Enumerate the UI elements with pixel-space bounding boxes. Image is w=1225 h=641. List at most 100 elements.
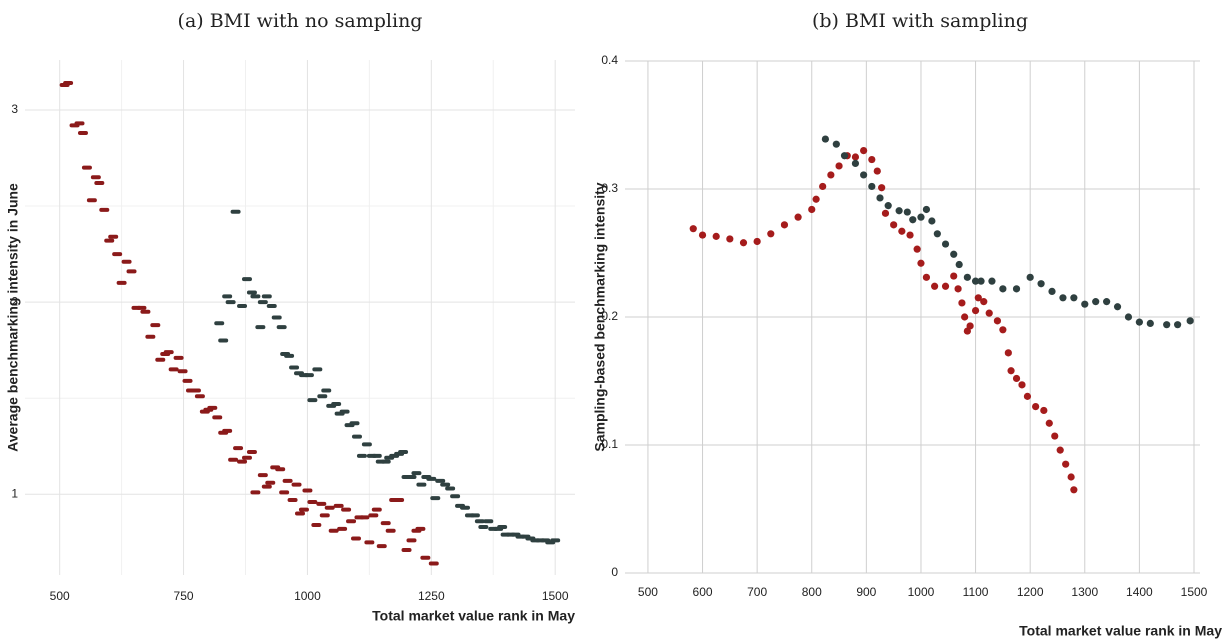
point (94, 180, 105, 185)
point (86, 198, 97, 203)
point (279, 490, 290, 495)
point (266, 303, 277, 308)
point (941, 240, 950, 248)
point (851, 153, 860, 161)
point (808, 205, 816, 214)
x-tick-label: 750 (174, 589, 194, 603)
point (228, 457, 239, 462)
point (794, 213, 802, 221)
point (933, 230, 941, 238)
point (90, 175, 101, 180)
point (321, 388, 332, 393)
point (282, 478, 293, 483)
point (361, 442, 372, 447)
point (420, 555, 431, 560)
point (971, 277, 980, 285)
point (922, 273, 931, 281)
point (550, 538, 561, 543)
y-axis-label: Average benchmarking intensity in June (5, 183, 21, 452)
point (913, 245, 921, 253)
point (317, 394, 328, 399)
point (753, 237, 761, 246)
point (307, 499, 318, 504)
y-tick-label: 0.2 (601, 309, 618, 323)
point (298, 507, 309, 512)
point (307, 398, 318, 403)
point (337, 526, 348, 531)
x-tick-label: 600 (693, 585, 713, 599)
point (364, 540, 375, 545)
point (394, 498, 405, 503)
point (961, 313, 969, 321)
point (371, 453, 382, 458)
point (324, 505, 335, 510)
point (287, 498, 298, 503)
point (474, 519, 485, 524)
point (435, 478, 446, 483)
point (291, 482, 302, 487)
x-tick-label: 700 (747, 585, 767, 599)
point (246, 290, 257, 295)
point (1056, 446, 1064, 454)
point (1174, 321, 1182, 329)
point (319, 513, 330, 518)
point (316, 501, 327, 506)
point (950, 250, 958, 258)
point (356, 453, 367, 458)
point (112, 252, 123, 257)
y-tick-label: 3 (11, 102, 18, 116)
point (145, 334, 156, 339)
point (302, 488, 313, 493)
point (881, 209, 890, 217)
point (136, 305, 147, 310)
point (726, 235, 734, 243)
point (884, 202, 892, 210)
point (954, 285, 962, 293)
point (928, 217, 936, 225)
x-axis-label: Total market value rank in May (372, 608, 575, 624)
point (1124, 313, 1133, 321)
point (851, 159, 860, 167)
point (416, 482, 427, 487)
point (261, 294, 272, 299)
point (906, 231, 914, 239)
x-tick-label: 1300 (1071, 585, 1098, 599)
point (445, 486, 456, 491)
point (1186, 317, 1194, 325)
point (121, 259, 132, 264)
point (917, 259, 925, 267)
point (346, 519, 357, 524)
point (415, 526, 426, 531)
point (237, 459, 248, 464)
point (917, 213, 925, 221)
point (840, 152, 849, 160)
point (271, 315, 282, 320)
point (333, 503, 344, 508)
x-tick-label: 1500 (542, 589, 569, 603)
point (430, 496, 441, 501)
point (255, 325, 266, 330)
x-axis-label: Total market value rank in May (1019, 623, 1222, 639)
point (150, 323, 161, 328)
point (497, 524, 508, 529)
y-tick-label: 0.3 (601, 181, 618, 195)
point (233, 446, 244, 451)
point (1067, 473, 1075, 481)
point (971, 307, 980, 315)
point (780, 221, 789, 229)
point (483, 519, 494, 524)
x-tick-label: 1200 (1017, 585, 1044, 599)
point (182, 378, 193, 383)
point (341, 507, 352, 512)
point (1037, 280, 1045, 288)
point (359, 515, 370, 520)
y-tick-label: 0.4 (601, 53, 618, 67)
point (350, 536, 361, 541)
point (214, 321, 225, 326)
point (368, 513, 379, 518)
point (1070, 294, 1078, 302)
point (241, 455, 252, 460)
point (385, 528, 396, 533)
point (257, 473, 268, 478)
